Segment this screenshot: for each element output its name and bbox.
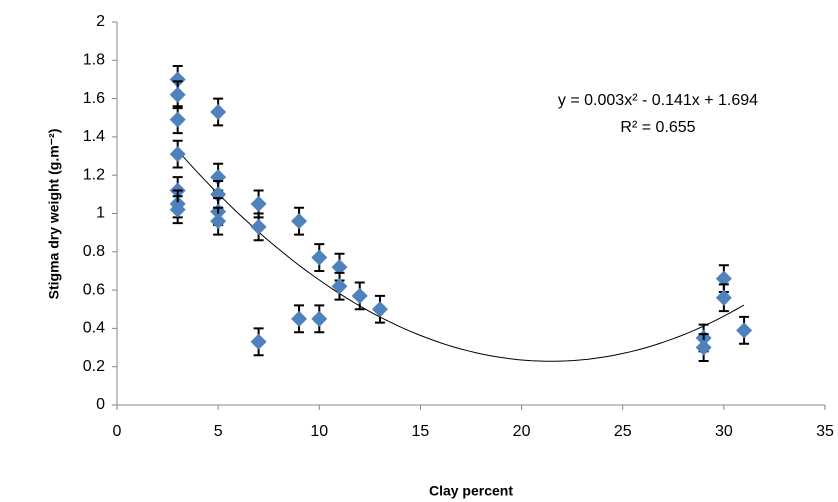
r-squared: R² = 0.655 xyxy=(620,119,695,136)
y-tick-label: 1.4 xyxy=(83,128,105,145)
x-tick-label: 15 xyxy=(412,423,430,440)
x-tick-label: 35 xyxy=(816,423,834,440)
point xyxy=(250,218,267,235)
x-tick-label: 5 xyxy=(214,423,223,440)
point xyxy=(169,146,186,163)
point xyxy=(736,322,753,339)
y-tick-label: 0.6 xyxy=(83,281,105,298)
y-tick-label: 1 xyxy=(96,205,105,222)
point xyxy=(311,249,328,266)
y-tick-label: 1.8 xyxy=(83,52,105,69)
point xyxy=(169,71,186,88)
y-tick-label: 0.4 xyxy=(83,320,105,337)
point xyxy=(331,278,348,295)
x-tick-label: 10 xyxy=(310,423,328,440)
x-axis-title: Clay percent xyxy=(429,483,513,499)
point xyxy=(210,213,227,230)
y-axis-title: Stigma dry weight (g.m⁻²) xyxy=(46,129,62,300)
y-tick-label: 0.8 xyxy=(83,243,105,260)
point xyxy=(331,259,348,276)
x-tick-label: 25 xyxy=(614,423,632,440)
point xyxy=(311,310,328,327)
point xyxy=(351,287,368,304)
point xyxy=(250,333,267,350)
point xyxy=(371,301,388,318)
y-tick-label: 2 xyxy=(96,13,105,30)
y-tick-label: 0 xyxy=(96,396,105,413)
point xyxy=(169,201,186,218)
y-tick-label: 1.2 xyxy=(83,166,105,183)
point xyxy=(169,111,186,128)
point xyxy=(715,270,732,287)
x-tick-label: 0 xyxy=(113,423,122,440)
point xyxy=(715,289,732,306)
y-tick-label: 1.6 xyxy=(83,90,105,107)
x-tick-label: 30 xyxy=(715,423,733,440)
y-tick-label: 0.2 xyxy=(83,358,105,375)
point xyxy=(210,104,227,121)
equation: y = 0.003x² - 0.141x + 1.694 xyxy=(558,92,758,109)
point xyxy=(291,213,308,230)
point xyxy=(291,310,308,327)
point xyxy=(695,339,712,356)
trend-line xyxy=(177,150,745,362)
point xyxy=(169,86,186,103)
x-tick-label: 20 xyxy=(513,423,531,440)
point xyxy=(250,195,267,212)
